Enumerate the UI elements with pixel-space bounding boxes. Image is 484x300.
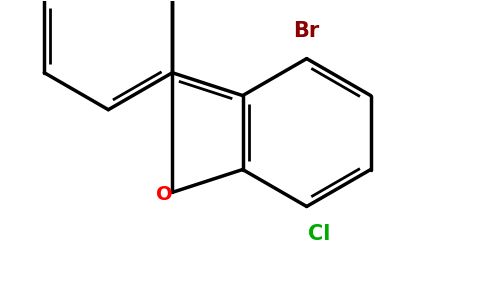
Text: O: O [156,185,172,204]
Text: Br: Br [294,21,320,41]
Text: Cl: Cl [308,224,330,244]
